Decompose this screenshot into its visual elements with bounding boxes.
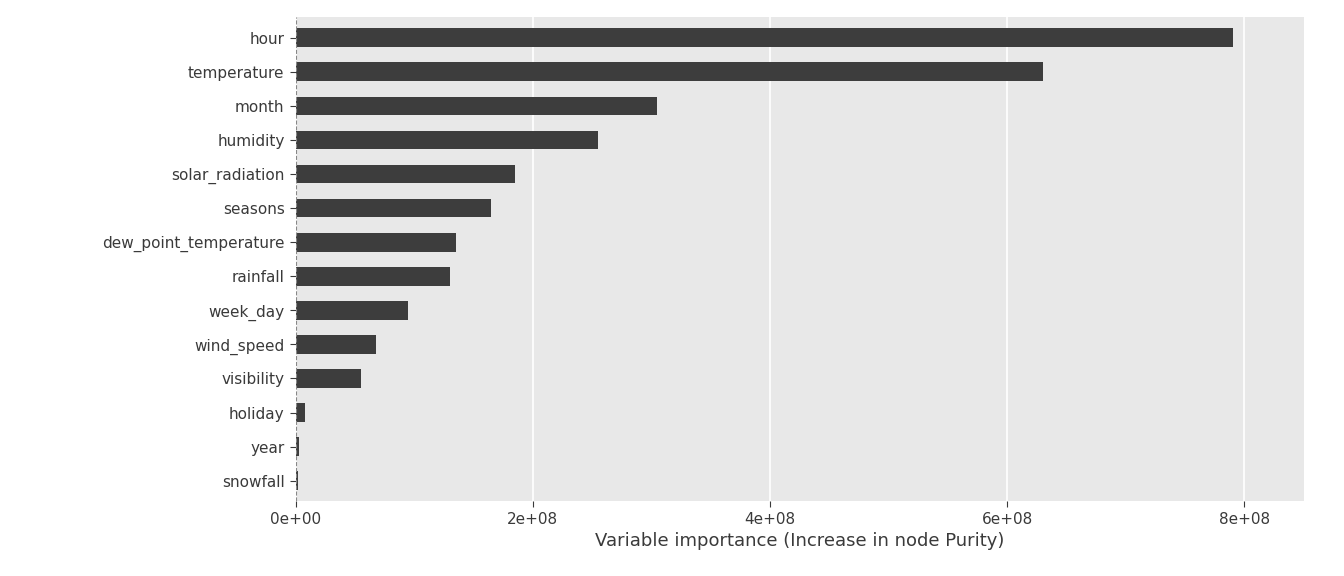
X-axis label: Variable importance (Increase in node Purity): Variable importance (Increase in node Pu… (595, 532, 1004, 550)
Bar (296, 97, 657, 115)
Bar (296, 437, 300, 456)
Bar (296, 403, 305, 422)
Bar (296, 62, 1043, 81)
Bar (296, 28, 1232, 47)
Bar (296, 165, 515, 183)
Bar (296, 471, 298, 490)
Bar (296, 267, 450, 286)
Bar (296, 369, 362, 388)
Bar (296, 131, 598, 149)
Bar (296, 335, 376, 354)
Bar (296, 233, 456, 252)
Bar (296, 199, 492, 218)
Bar (296, 301, 409, 320)
